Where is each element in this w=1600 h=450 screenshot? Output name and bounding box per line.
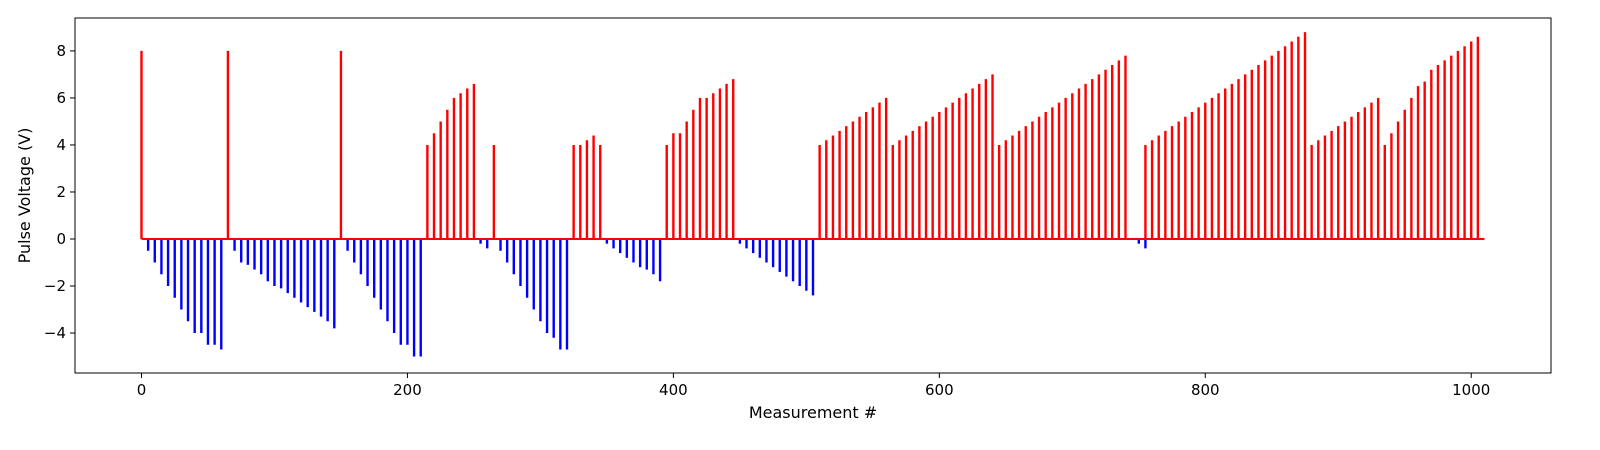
x-tick-label: 600 [925, 381, 954, 399]
x-tick-label: 200 [393, 381, 422, 399]
y-tick-label: 0 [56, 230, 66, 248]
y-tick-label: −2 [44, 277, 66, 295]
y-tick-label: −4 [44, 324, 66, 342]
x-tick-label: 1000 [1452, 381, 1490, 399]
y-axis-label: Pulse Voltage (V) [15, 128, 34, 264]
x-tick-label: 800 [1191, 381, 1220, 399]
x-axis: 0 200 400 600 800 1000 [137, 373, 1490, 399]
y-tick-label: 8 [56, 42, 66, 60]
x-tick-label: 400 [659, 381, 688, 399]
x-axis-label: Measurement # [749, 403, 877, 422]
stems-layer [140, 32, 1480, 357]
y-tick-label: 2 [56, 183, 66, 201]
plot-frame [74, 17, 1552, 374]
y-axis: −4 −2 0 2 4 6 8 [44, 42, 75, 342]
x-tick-label: 0 [137, 381, 147, 399]
y-tick-label: 4 [56, 136, 66, 154]
y-tick-label: 6 [56, 89, 66, 107]
